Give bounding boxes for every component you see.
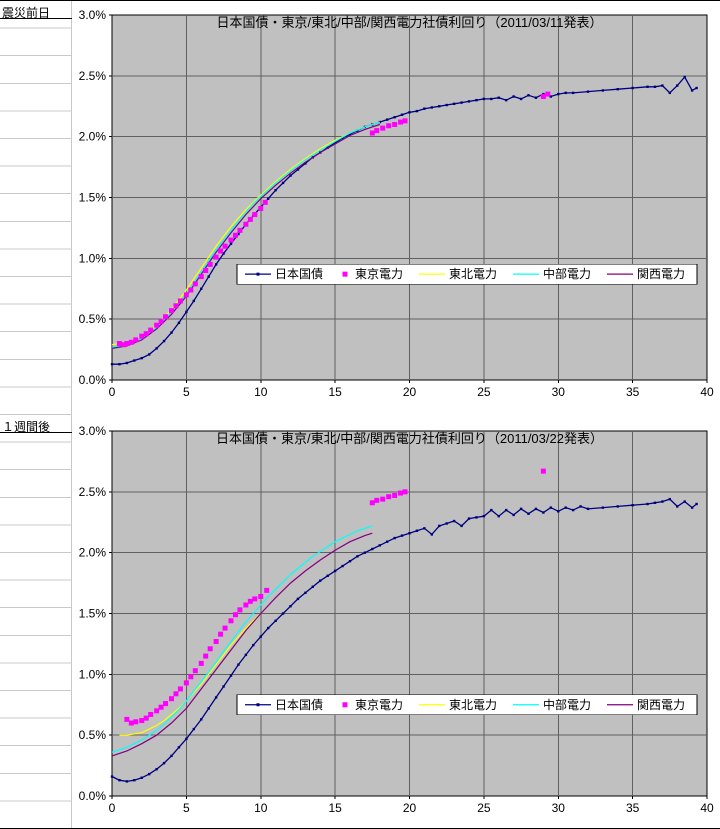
x-tick-label: 15: [328, 801, 342, 815]
legend-label-chubu: 中部電力: [543, 697, 591, 712]
y-tick-label: 0.0%: [79, 789, 107, 803]
x-tick-label: 35: [626, 801, 640, 815]
x-tick-label: 30: [552, 801, 566, 815]
x-tick-label: 30: [552, 385, 566, 399]
series-jgb: [110, 497, 698, 783]
y-axis: [109, 14, 112, 381]
y-tick-label: 3.0%: [79, 8, 107, 22]
series-tepco: [116, 91, 551, 348]
x-tick-label: 15: [328, 385, 342, 399]
legend-box: [236, 263, 698, 285]
y-tick-label: 0.5%: [79, 312, 107, 326]
legend-marker-tepco: [342, 271, 348, 277]
legend-item-jgb[interactable]: 日本国債: [245, 697, 323, 712]
chart-title: 日本国債・東京/東北/中部/関西電力社債利回り（2011/03/11発表）: [217, 15, 603, 30]
legend-item-kansai[interactable]: 関西電力: [607, 267, 685, 281]
yield-chart-pre-quake: 0 5 10 15 20 25 30 35 40 0.0% 0.5% 1.0% 1.5% 2.0% 2.5%…: [79, 8, 714, 399]
row-label-one-week-later: １週間後: [2, 420, 51, 434]
series-kansai: [111, 123, 380, 349]
chart-title: 日本国債・東京/東北/中部/関西電力社債利回り（2011/03/22発表）: [216, 431, 603, 446]
legend-marker-tepco: [342, 702, 348, 708]
x-tick-label: 25: [477, 385, 491, 399]
x-tick-label: 25: [477, 801, 491, 815]
chart-object-one-week-later[interactable]: 0 5 10 15 20 25 30 35 40 0.0% 0.5% 1.0% 1.5% 2.0% 2.5%…: [72, 416, 720, 828]
gridlines: [112, 431, 707, 796]
x-tick-label: 40: [700, 385, 714, 399]
legend-label-chubu: 中部電力: [543, 266, 591, 281]
legend-item-jgb[interactable]: 日本国債: [245, 266, 323, 281]
legend-label-jgb: 日本国債: [275, 697, 323, 712]
x-tick-label: 0: [109, 385, 116, 399]
y-tick-label: 2.0%: [79, 546, 107, 560]
x-axis: [111, 380, 708, 383]
y-tick-label: 2.0%: [79, 130, 107, 144]
legend-item-chubu[interactable]: 中部電力: [513, 697, 591, 712]
y-tick-label: 2.5%: [79, 485, 107, 499]
y-tick-label: 3.0%: [79, 424, 107, 438]
x-tick-label: 10: [254, 385, 268, 399]
y-tick-label: 1.5%: [79, 607, 107, 621]
series-tepco: [124, 468, 546, 726]
legend-marker-dot-jgb: [256, 703, 260, 707]
yield-chart-one-week-later: 0 5 10 15 20 25 30 35 40 0.0% 0.5% 1.0% 1.5% 2.0% 2.5%…: [79, 424, 714, 815]
chart-object-pre-quake[interactable]: 0 5 10 15 20 25 30 35 40 0.0% 0.5% 1.0% 1.5% 2.0% 2.5%…: [72, 1, 720, 416]
legend-label-kansai: 関西電力: [637, 698, 685, 712]
cell-border-bottom-label: [0, 432, 72, 433]
legend-item-kansai[interactable]: 関西電力: [607, 698, 685, 712]
series-kansai: [111, 532, 373, 757]
x-tick-label: 0: [109, 801, 116, 815]
y-tick-label: 1.0%: [79, 251, 107, 265]
legend-item-tepco[interactable]: 東京電力: [342, 267, 404, 281]
legend-item-tohoku[interactable]: 東北電力: [419, 267, 497, 281]
legend-label-tohoku: 東北電力: [449, 267, 497, 281]
legend-label-tohoku: 東北電力: [449, 698, 497, 712]
x-tick-label: 5: [183, 801, 190, 815]
legend-label-kansai: 関西電力: [637, 267, 685, 281]
x-axis: [111, 796, 708, 799]
x-tick-label: 20: [403, 385, 417, 399]
legend[interactable]: 日本国債 東京電力 東北電力 中部電力 関西電力: [236, 263, 698, 285]
legend-item-tepco[interactable]: 東京電力: [342, 698, 404, 712]
series-jgb: [110, 75, 698, 366]
y-tick-label: 2.5%: [79, 69, 107, 83]
y-axis: [109, 430, 112, 797]
x-tick-label: 10: [254, 801, 268, 815]
y-tick-label: 1.5%: [79, 191, 107, 205]
legend-item-tohoku[interactable]: 東北電力: [419, 698, 497, 712]
series-chubu: [111, 525, 373, 753]
legend-label-jgb: 日本国債: [275, 266, 323, 281]
row-label-pre-quake: 震災前日: [2, 6, 51, 20]
x-tick-label: 20: [403, 801, 417, 815]
gridlines: [112, 15, 707, 380]
y-tick-label: 0.0%: [79, 373, 107, 387]
legend-label-tepco: 東京電力: [355, 698, 403, 712]
cell-border-top-label: [0, 18, 72, 19]
y-tick-label: 0.5%: [79, 728, 107, 742]
legend-marker-dot-jgb: [256, 272, 260, 276]
legend[interactable]: 日本国債 東京電力 東北電力 中部電力 関西電力: [236, 694, 698, 716]
legend-label-tepco: 東京電力: [355, 267, 403, 281]
x-tick-label: 35: [626, 385, 640, 399]
y-tick-label: 1.0%: [79, 667, 107, 681]
spreadsheet-sidebar: 震災前日 １週間後: [0, 1, 72, 828]
legend-box: [236, 694, 698, 716]
x-tick-label: 40: [700, 801, 714, 815]
x-tick-label: 5: [183, 385, 190, 399]
legend-item-chubu[interactable]: 中部電力: [513, 266, 591, 281]
